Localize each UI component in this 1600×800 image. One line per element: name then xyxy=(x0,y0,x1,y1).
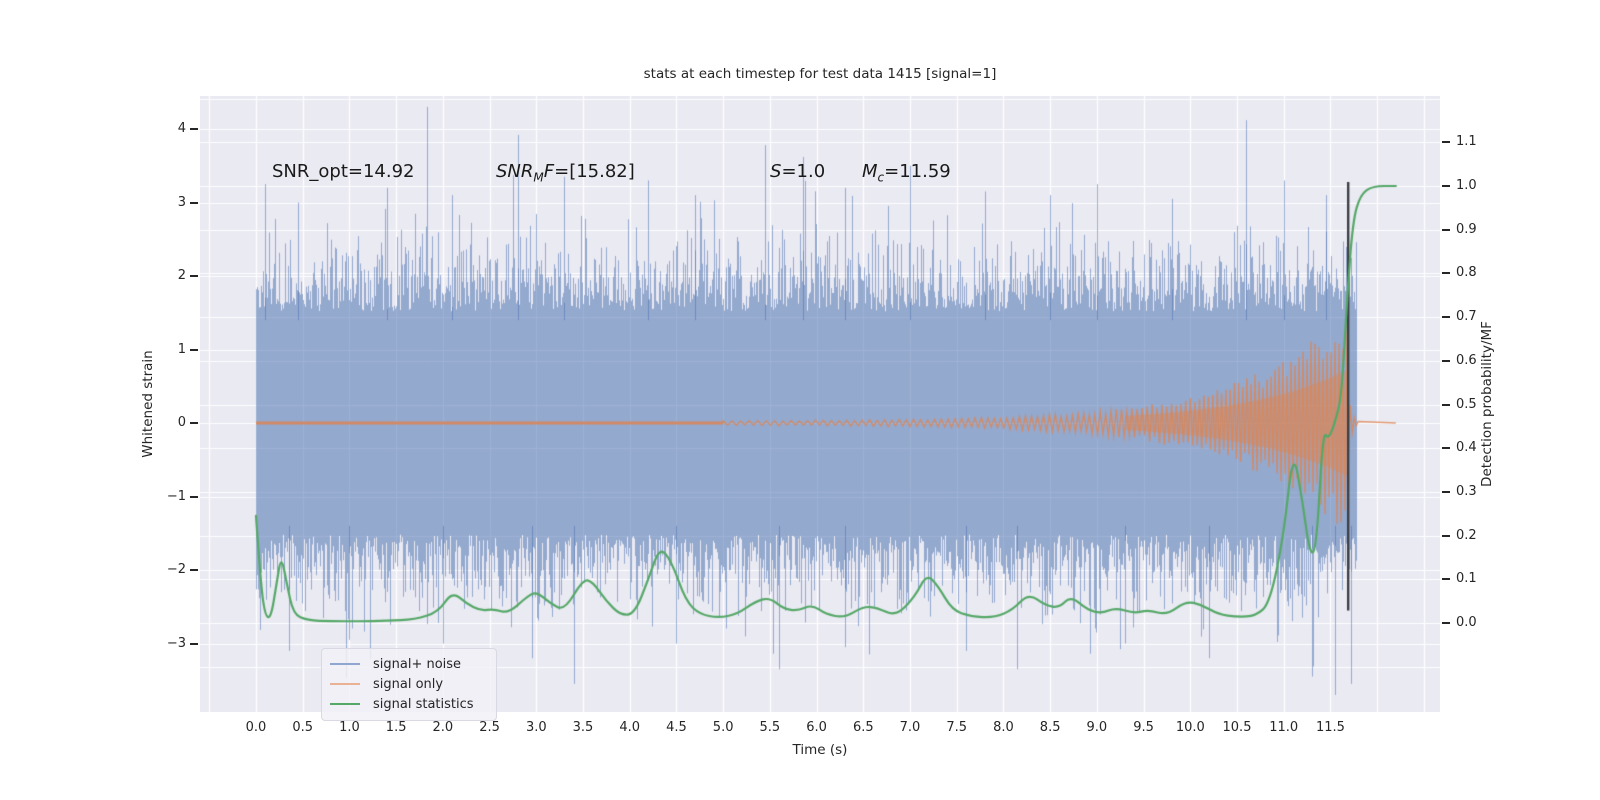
y-right-tick-label: 0.5 xyxy=(1456,396,1477,412)
x-tick-label: 5.0 xyxy=(712,720,734,735)
annotation-snr-opt: SNR_opt=14.92 xyxy=(272,161,415,182)
y-left-tick-label: 4 xyxy=(177,121,186,136)
y-left-tick-mark xyxy=(190,128,198,130)
x-tick-label: 7.0 xyxy=(899,720,921,735)
x-tick-label: 4.0 xyxy=(619,720,641,735)
y-left-tick-mark xyxy=(190,422,198,424)
y-left-tick-label: −1 xyxy=(166,488,186,504)
legend-item-signal-statistics: signal statistics xyxy=(330,694,486,714)
x-tick-label: 11.0 xyxy=(1269,720,1299,735)
y-right-tick-label: 1.1 xyxy=(1456,134,1477,150)
y-right-tick-label: 0.3 xyxy=(1456,483,1477,499)
y-right-tick-label: 0.2 xyxy=(1456,527,1477,543)
y-left-tick-label: 1 xyxy=(177,341,186,357)
y-right-tick-mark xyxy=(1442,403,1450,406)
x-tick-label: 5.5 xyxy=(759,720,781,735)
y-right-tick-label: 1.0 xyxy=(1456,178,1477,193)
legend-item-signal-only: signal only xyxy=(330,674,486,694)
x-tick-label: 8.0 xyxy=(993,720,1014,735)
annotation-snr-mf: SNRMF=[15.82] xyxy=(496,161,635,185)
y-left-tick-mark xyxy=(190,642,198,645)
y-axis-label-right: Detection probability/MF xyxy=(1479,321,1495,487)
legend-swatch-signal-statistics-line xyxy=(330,702,360,706)
y-left-tick-mark xyxy=(190,569,198,571)
x-tick-label: 3.0 xyxy=(525,720,547,735)
y-right-tick-mark xyxy=(1442,578,1450,581)
x-tick-label: 0.0 xyxy=(245,720,267,735)
y-right-tick-mark xyxy=(1442,316,1450,319)
legend-label-signal-statistics: signal statistics xyxy=(373,696,474,712)
y-axis-label-left: Whitened strain xyxy=(140,350,156,458)
x-tick-label: 7.5 xyxy=(946,720,968,735)
x-tick-label: 9.5 xyxy=(1133,720,1154,735)
legend-swatch-signal-noise-line xyxy=(330,662,360,666)
y-left-tick-mark xyxy=(190,275,198,277)
y-right-tick-mark xyxy=(1442,228,1450,231)
x-tick-label: 4.5 xyxy=(666,720,687,735)
annotation-mc: Mc=11.59 xyxy=(862,161,951,185)
y-left-tick-mark xyxy=(190,348,198,351)
y-left-tick-mark xyxy=(190,495,198,498)
y-right-tick-mark xyxy=(1442,490,1450,493)
y-right-tick-label: 0.0 xyxy=(1456,615,1477,630)
plot-area xyxy=(200,96,1440,712)
legend-item-signal-noise: signal+ noise xyxy=(330,654,486,674)
x-tick-label: 1.5 xyxy=(385,720,407,735)
x-axis-label: Time (s) xyxy=(792,742,848,758)
y-right-tick-mark xyxy=(1442,622,1450,624)
x-tick-label: 10.0 xyxy=(1175,720,1205,735)
y-left-tick-mark xyxy=(190,201,198,204)
y-left-tick-label: 0 xyxy=(177,415,186,430)
y-right-tick-label: 0.4 xyxy=(1456,440,1477,456)
annotation-row: SNR_opt=14.92 SNRMF=[15.82] S=1.0 Mc=11.… xyxy=(0,161,1600,187)
x-tick-label: 6.5 xyxy=(852,720,874,735)
y-left-tick-label: −3 xyxy=(166,635,186,651)
y-right-tick-label: 0.1 xyxy=(1456,571,1477,587)
annotation-s: S=1.0 xyxy=(770,161,826,182)
legend-swatch-signal-only-line xyxy=(330,682,360,686)
x-tick-label: 10.5 xyxy=(1222,720,1252,735)
x-tick-label: 9.0 xyxy=(1086,720,1108,735)
x-tick-label: 2.0 xyxy=(432,720,454,735)
y-right-tick-mark xyxy=(1442,185,1450,187)
y-right-tick-mark xyxy=(1442,534,1450,537)
y-right-tick-mark xyxy=(1442,447,1450,450)
y-left-tick-label: −2 xyxy=(166,562,186,577)
y-right-tick-mark xyxy=(1442,141,1450,144)
x-tick-label: 1.0 xyxy=(339,720,360,735)
x-tick-label: 11.5 xyxy=(1315,720,1345,735)
x-tick-label: 0.5 xyxy=(292,720,314,735)
legend-label-signal-noise: signal+ noise xyxy=(373,656,462,672)
x-tick-label: 3.5 xyxy=(572,720,594,735)
x-tick-label: 2.5 xyxy=(479,720,500,735)
legend: signal+ noise signal only signal statist… xyxy=(321,648,497,721)
y-left-tick-label: 2 xyxy=(177,268,186,283)
y-left-tick-label: 3 xyxy=(177,194,186,210)
y-right-tick-label: 0.9 xyxy=(1456,221,1477,237)
y-right-tick-label: 0.7 xyxy=(1456,309,1477,325)
x-tick-label: 6.0 xyxy=(806,720,827,735)
y-right-tick-label: 0.6 xyxy=(1456,352,1477,368)
legend-label-signal-only: signal only xyxy=(373,676,444,692)
chart-canvas xyxy=(200,96,1440,712)
y-right-tick-label: 0.8 xyxy=(1456,265,1477,281)
y-right-tick-mark xyxy=(1442,359,1450,362)
x-tick-label: 8.5 xyxy=(1039,720,1061,735)
y-right-tick-mark xyxy=(1442,272,1450,275)
chart-title: stats at each timestep for test data 141… xyxy=(643,66,997,82)
